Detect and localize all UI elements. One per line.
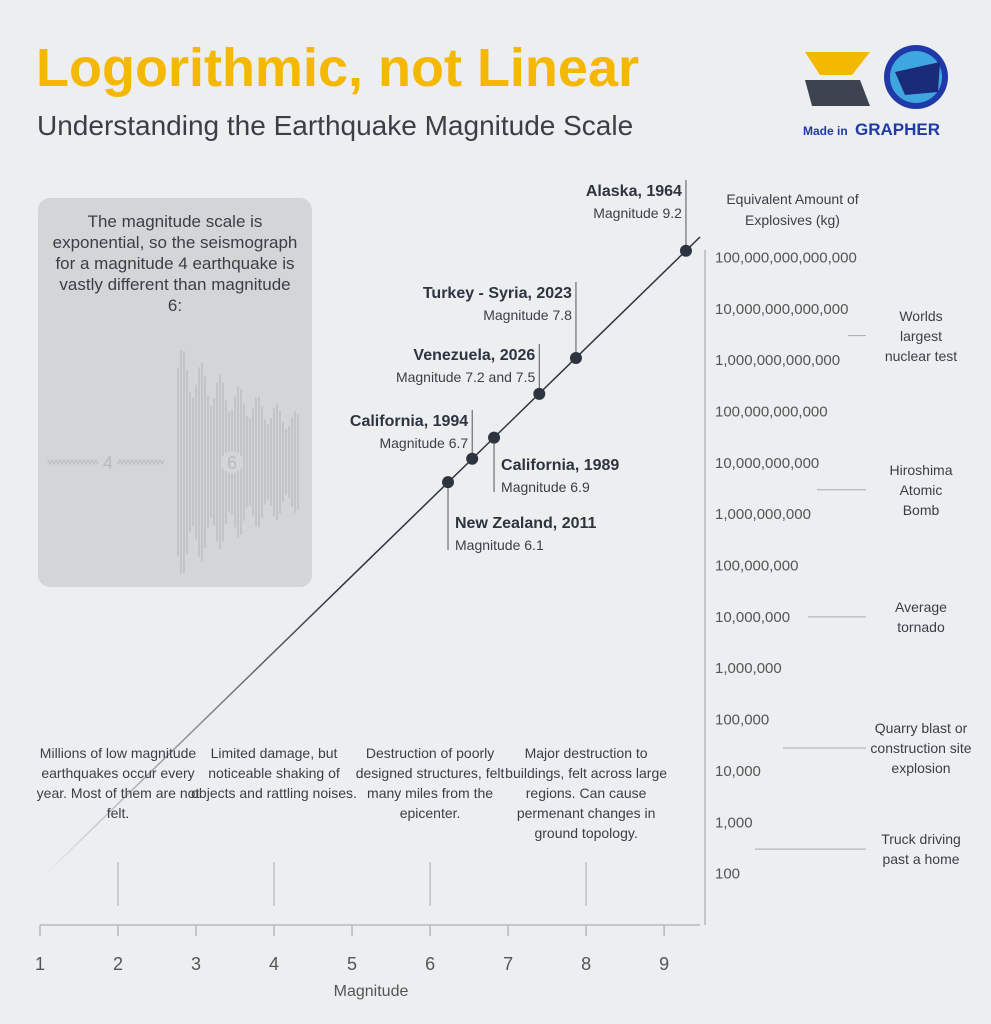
y-tick-label: 1,000,000,000 [715,506,811,523]
seismo-label: 6 [227,453,237,473]
seismo-label: 4 [103,453,113,473]
y-tick-label: 10,000,000,000 [715,455,819,472]
event-magnitude: Magnitude 7.2 and 7.5 [396,369,536,385]
event-magnitude: Magnitude 6.7 [379,435,468,451]
y-tick-label: 1,000 [715,814,753,831]
seismo-small [47,458,165,466]
reference-label: Average tornado [895,598,947,635]
x-tick-label: 3 [191,954,201,974]
seismo-label-bg [221,451,243,473]
title: Logorithmic, not Linear [36,38,639,98]
reference-label: Worlds largest nuclear test [884,307,958,364]
event-magnitude: Magnitude 6.1 [455,537,544,553]
event-magnitude: Magnitude 7.8 [483,307,572,323]
y-tick-label: 10,000,000,000,000 [715,301,848,318]
event-name: California, 1989 [501,457,619,474]
event-name: California, 1994 [350,413,468,430]
x-tick-label: 2 [113,954,123,974]
reference-label: Quarry blast or construction site explos… [870,719,972,776]
trend-line [39,236,701,881]
y-tick-label: 100,000,000,000,000 [715,249,857,266]
description: Destruction of poorly designed structure… [355,745,505,821]
y-tick-label: 1,000,000 [715,660,782,677]
logo-shape [895,62,940,95]
x-tick-label: 9 [659,954,669,974]
y-tick-label: 100 [715,866,740,883]
x-tick-label: 7 [503,954,513,974]
event-point [679,244,692,257]
logo-brand: GRAPHER [855,120,940,139]
x-tick-label: 5 [347,954,357,974]
description: Limited damage, but noticeable shaking o… [191,745,357,801]
logo: Made in GRAPHER [803,45,948,139]
y-tick-label: 1,000,000,000,000 [715,352,840,369]
x-tick-label: 4 [269,954,279,974]
subtitle: Understanding the Earthquake Magnitude S… [37,110,633,141]
y-tick-label: 100,000,000,000 [715,403,828,420]
x-tick-label: 6 [425,954,435,974]
event-point [466,452,479,465]
logo-made-in: Made in [803,124,848,138]
y-tick-label: 10,000 [715,763,761,780]
reference-label: Truck driving past a home [881,831,961,868]
event-magnitude: Magnitude 9.2 [593,205,682,221]
description: Major destruction to buildings, felt acr… [505,745,668,841]
event-magnitude: Magnitude 6.9 [501,479,590,495]
description: Millions of low magnitude earthquakes oc… [36,745,200,821]
event-name: New Zealand, 2011 [455,515,597,532]
event-name: Turkey - Syria, 2023 [423,285,572,302]
inset-text: The magnitude scale is exponential, so t… [52,212,298,315]
y-tick-label: 100,000 [715,712,769,729]
logo-shape [805,80,870,106]
event-name: Venezuela, 2026 [413,347,535,364]
event-point [488,431,501,444]
y-tick-label: 100,000,000 [715,558,798,575]
y-tick-label: 10,000,000 [715,609,790,626]
x-tick-label: 1 [35,954,45,974]
reference-label: Hiroshima Atomic Bomb [889,461,953,518]
event-name: Alaska, 1964 [586,183,682,200]
event-point [442,476,455,489]
x-axis-title: Magnitude [334,983,409,1000]
y-axis-title: Equivalent Amount of Explosives (kg) [726,191,859,228]
event-point [533,387,546,400]
x-tick-label: 8 [581,954,591,974]
event-point [569,352,582,365]
logo-shape [805,52,870,75]
